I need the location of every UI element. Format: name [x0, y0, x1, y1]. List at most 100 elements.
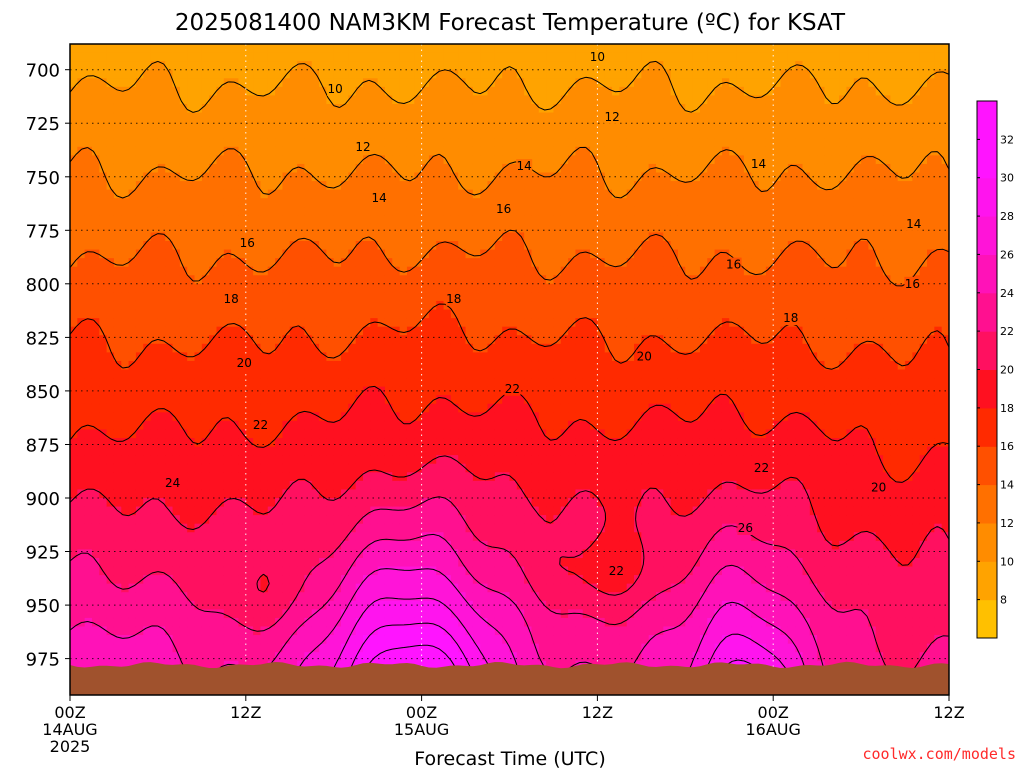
temperature-cell — [194, 549, 203, 559]
temperature-cell — [333, 283, 342, 294]
temperature-cell — [465, 103, 474, 114]
temperature-cell — [472, 583, 481, 593]
temperature-cell — [472, 360, 481, 371]
temperature-cell — [113, 61, 122, 71]
temperature-cell — [223, 275, 232, 285]
temperature-cell — [289, 463, 298, 473]
temperature-cell — [384, 223, 393, 234]
temperature-cell — [304, 172, 313, 182]
temperature-cell — [414, 249, 423, 259]
temperature-cell — [355, 600, 364, 610]
temperature-cell — [458, 352, 467, 362]
temperature-cell — [128, 121, 137, 131]
temperature-cell — [150, 275, 159, 285]
temperature-cell — [531, 232, 540, 242]
temperature-cell — [472, 69, 481, 79]
temperature-cell — [201, 266, 210, 276]
temperature-cell — [406, 266, 415, 276]
temperature-cell — [121, 523, 130, 533]
temperature-cell — [406, 326, 415, 336]
temperature-cell — [70, 360, 78, 371]
temperature-cell — [143, 369, 152, 379]
temperature-cell — [428, 326, 437, 336]
temperature-cell — [421, 635, 430, 645]
temperature-cell — [223, 112, 232, 122]
temperature-cell — [267, 412, 276, 422]
temperature-cell — [502, 335, 511, 345]
temperature-cell — [546, 78, 555, 88]
temperature-cell — [84, 472, 93, 482]
temperature-cell — [121, 249, 130, 259]
temperature-cell — [546, 44, 555, 54]
temperature-cell — [260, 258, 269, 268]
temperature-cell — [253, 138, 262, 148]
temperature-cell — [458, 617, 467, 628]
temperature-cell — [487, 369, 496, 379]
temperature-cell — [135, 395, 144, 405]
temperature-cell — [135, 378, 144, 388]
temperature-cell — [531, 266, 540, 276]
temperature-cell — [502, 241, 511, 251]
temperature-cell — [392, 480, 401, 491]
temperature-cell — [216, 335, 225, 345]
temperature-cell — [414, 69, 423, 79]
temperature-cell — [348, 343, 357, 353]
temperature-cell — [392, 172, 401, 182]
temperature-cell — [494, 617, 503, 628]
temperature-cell — [392, 463, 401, 473]
temperature-cell — [187, 480, 196, 491]
temperature-cell — [436, 592, 445, 602]
temperature-cell — [531, 69, 540, 79]
temperature-cell — [399, 103, 408, 114]
temperature-cell — [377, 78, 386, 88]
temperature-cell — [253, 258, 262, 268]
temperature-cell — [341, 540, 349, 550]
temperature-cell — [157, 395, 166, 405]
temperature-cell — [121, 378, 130, 388]
temperature-cell — [414, 515, 423, 525]
temperature-cell — [201, 480, 210, 491]
temperature-cell — [516, 215, 525, 225]
temperature-cell — [70, 103, 78, 114]
temperature-cell — [524, 326, 533, 336]
temperature-cell — [480, 369, 489, 379]
temperature-cell — [245, 412, 254, 422]
temperature-cell — [260, 309, 269, 319]
temperature-cell — [399, 44, 408, 54]
temperature-cell — [275, 575, 284, 585]
temperature-cell — [165, 103, 174, 114]
temperature-cell — [143, 326, 152, 336]
temperature-cell — [480, 223, 489, 234]
temperature-cell — [165, 206, 174, 216]
temperature-cell — [99, 198, 108, 208]
temperature-cell — [165, 635, 174, 645]
temperature-cell — [333, 352, 342, 362]
temperature-cell — [223, 241, 232, 251]
temperature-cell — [428, 155, 437, 165]
temperature-cell — [311, 181, 320, 191]
temperature-cell — [238, 292, 247, 302]
temperature-cell — [289, 232, 298, 242]
temperature-cell — [128, 557, 137, 568]
temperature-cell — [201, 652, 210, 662]
temperature-cell — [348, 275, 357, 285]
temperature-cell — [187, 343, 196, 353]
temperature-cell — [91, 198, 100, 208]
temperature-cell — [480, 472, 489, 482]
temperature-cell — [238, 275, 247, 285]
temperature-cell — [443, 223, 452, 234]
temperature-cell — [333, 138, 342, 148]
temperature-cell — [91, 300, 100, 311]
temperature-cell — [223, 172, 232, 182]
temperature-cell — [150, 138, 159, 148]
temperature-cell — [91, 172, 100, 182]
temperature-cell — [113, 617, 122, 628]
temperature-cell — [472, 386, 481, 396]
temperature-cell — [194, 360, 203, 371]
temperature-cell — [326, 266, 335, 276]
temperature-cell — [355, 343, 364, 353]
temperature-cell — [384, 300, 393, 311]
temperature-cell — [150, 232, 159, 242]
temperature-cell — [524, 215, 533, 225]
temperature-cell — [201, 583, 210, 593]
